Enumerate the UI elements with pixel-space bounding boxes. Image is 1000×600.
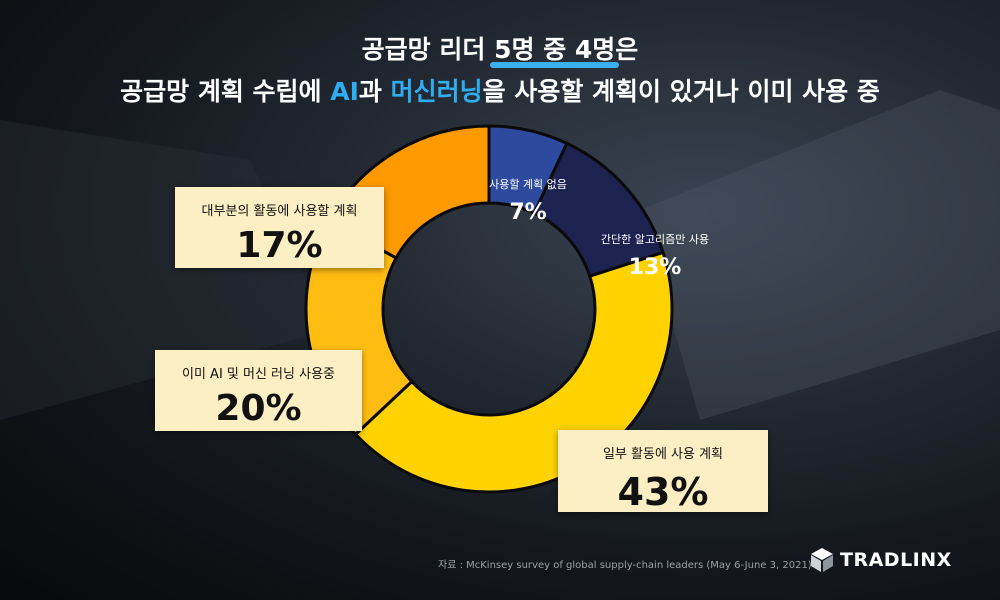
title-line-1: 공급망 리더 5명 중 4명은 bbox=[0, 30, 1000, 66]
slice-value-no-plan: 7% bbox=[509, 200, 547, 225]
title-line-1-suffix: 은 bbox=[615, 35, 639, 64]
slice-label-no-plan: 사용할 계획 없음 bbox=[489, 178, 567, 191]
title-highlight: 5명 중 4명 bbox=[494, 35, 616, 64]
title-ai-highlight: AI bbox=[330, 77, 359, 106]
slice-value-already-using: 20% bbox=[215, 388, 302, 429]
title-line-2-part-c: 을 사용할 계획이 있거나 이미 사용 중 bbox=[482, 77, 880, 106]
title-line-1-prefix: 공급망 리더 bbox=[361, 35, 495, 64]
tradlinx-cube-icon bbox=[811, 548, 833, 572]
inlabel-simple-algorithms: 간단한 알고리즘만 사용 13% bbox=[580, 231, 730, 280]
callout-some-activities: 일부 활동에 사용 계획 43% bbox=[558, 430, 768, 514]
slice-label-most-activities: 대부분의 활동에 사용할 계획 bbox=[201, 204, 358, 219]
inlabel-no-plan: 사용할 계획 없음 7% bbox=[478, 176, 578, 225]
title-line-2-part-a: 공급망 계획 수립에 bbox=[120, 77, 331, 106]
source-note: 자료 : McKinsey survey of global supply-ch… bbox=[438, 560, 812, 571]
logo-text: TRADLINX bbox=[840, 549, 952, 571]
slice-label-already-using: 이미 AI 및 머신 러닝 사용중 bbox=[182, 367, 335, 382]
callout-most-activities: 대부분의 활동에 사용할 계획 17% bbox=[175, 187, 384, 268]
tradlinx-logo: TRADLINX bbox=[810, 547, 952, 573]
title-line-2-part-b: 과 bbox=[358, 77, 391, 106]
slice-label-simple-algorithms: 간단한 알고리즘만 사용 bbox=[600, 233, 710, 246]
slice-label-some-activities: 일부 활동에 사용 계획 bbox=[602, 447, 724, 462]
title-line-2: 공급망 계획 수립에 AI과 머신러닝을 사용할 계획이 있거나 이미 사용 중 bbox=[0, 72, 1000, 108]
title-ml-highlight: 머신러닝 bbox=[390, 77, 483, 106]
slice-value-simple-algorithms: 13% bbox=[628, 255, 682, 280]
slice-value-most-activities: 17% bbox=[236, 225, 323, 266]
slice-value-some-activities: 43% bbox=[617, 470, 709, 514]
callout-already-using: 이미 AI 및 머신 러닝 사용중 20% bbox=[155, 350, 362, 431]
